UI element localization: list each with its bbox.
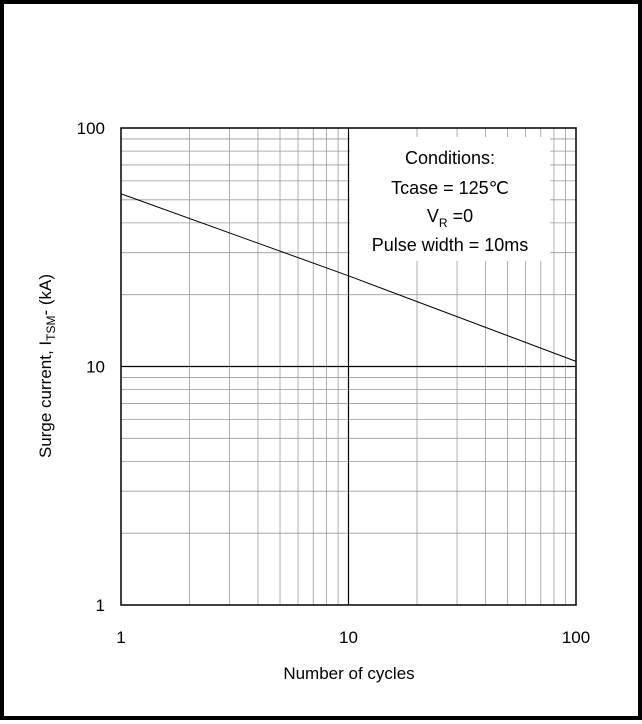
y-axis-title: Surge current, ITSM- (kA)	[36, 274, 58, 458]
vr-subscript: R	[439, 216, 448, 230]
y-tick-label: 100	[77, 119, 105, 138]
conditions-tcase: Tcase = 125℃	[391, 178, 509, 198]
y-axis-title-subscript: TSM	[44, 316, 58, 341]
y-axis-title-suffix: - (kA)	[36, 274, 55, 316]
x-tick-label: 10	[339, 628, 358, 647]
surge-current-chart: 1 10 100 1 10 100 Conditions: Tcase = 125℃ VR…	[36, 119, 591, 683]
y-axis-title-main: Surge current, I	[36, 341, 55, 458]
y-tick-label: 1	[96, 596, 105, 615]
x-axis-title: Number of cycles	[283, 664, 414, 683]
plot-area-frame	[120, 127, 577, 606]
conditions-title: Conditions:	[405, 148, 495, 168]
tick-labels: 1 10 100 1 10 100	[77, 119, 591, 647]
surge-current-line	[120, 193, 577, 362]
vr-value: =0	[448, 206, 474, 226]
conditions-background	[350, 137, 550, 261]
x-tick-label: 1	[116, 628, 125, 647]
vr-symbol: V	[427, 206, 439, 226]
major-grid	[121, 128, 576, 605]
conditions-box: Conditions: Tcase = 125℃ VR =0 Pulse wid…	[350, 137, 550, 261]
x-tick-label: 100	[562, 628, 590, 647]
y-tick-label: 10	[86, 358, 105, 377]
series-group	[120, 193, 577, 362]
conditions-vr: VR =0	[427, 206, 473, 230]
conditions-pulse-width: Pulse width = 10ms	[372, 235, 529, 255]
